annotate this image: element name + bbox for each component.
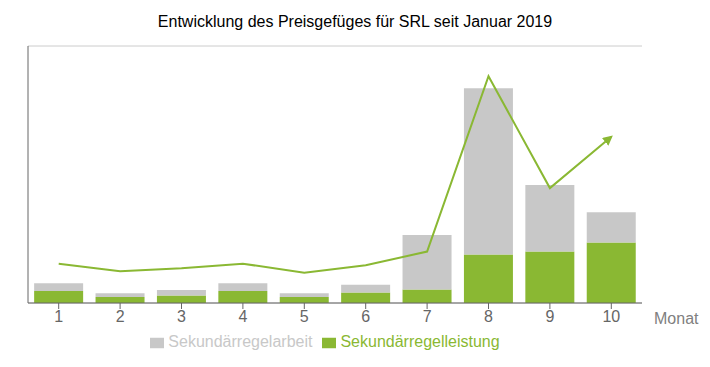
- svg-text:6: 6: [361, 308, 370, 325]
- svg-text:9: 9: [545, 308, 554, 325]
- svg-text:3: 3: [177, 308, 186, 325]
- svg-text:5: 5: [300, 308, 309, 325]
- svg-text:8: 8: [484, 308, 493, 325]
- html-text:Sekundärregelarbeit: Sekundärregelarbeit: [168, 333, 313, 350]
- svg-text:10: 10: [602, 308, 620, 325]
- svg-text:Monat: Monat: [654, 310, 699, 327]
- svg-text:4: 4: [238, 308, 247, 325]
- html-text:Sekundärregelleistung: Sekundärregelleistung: [340, 333, 500, 350]
- svg-text:1: 1: [54, 308, 63, 325]
- svg-text:2: 2: [116, 308, 125, 325]
- html-text:Entwicklung des Preisgefüges f: Entwicklung des Preisgefüges für SRL sei…: [157, 13, 553, 30]
- svg-text:7: 7: [423, 308, 432, 325]
